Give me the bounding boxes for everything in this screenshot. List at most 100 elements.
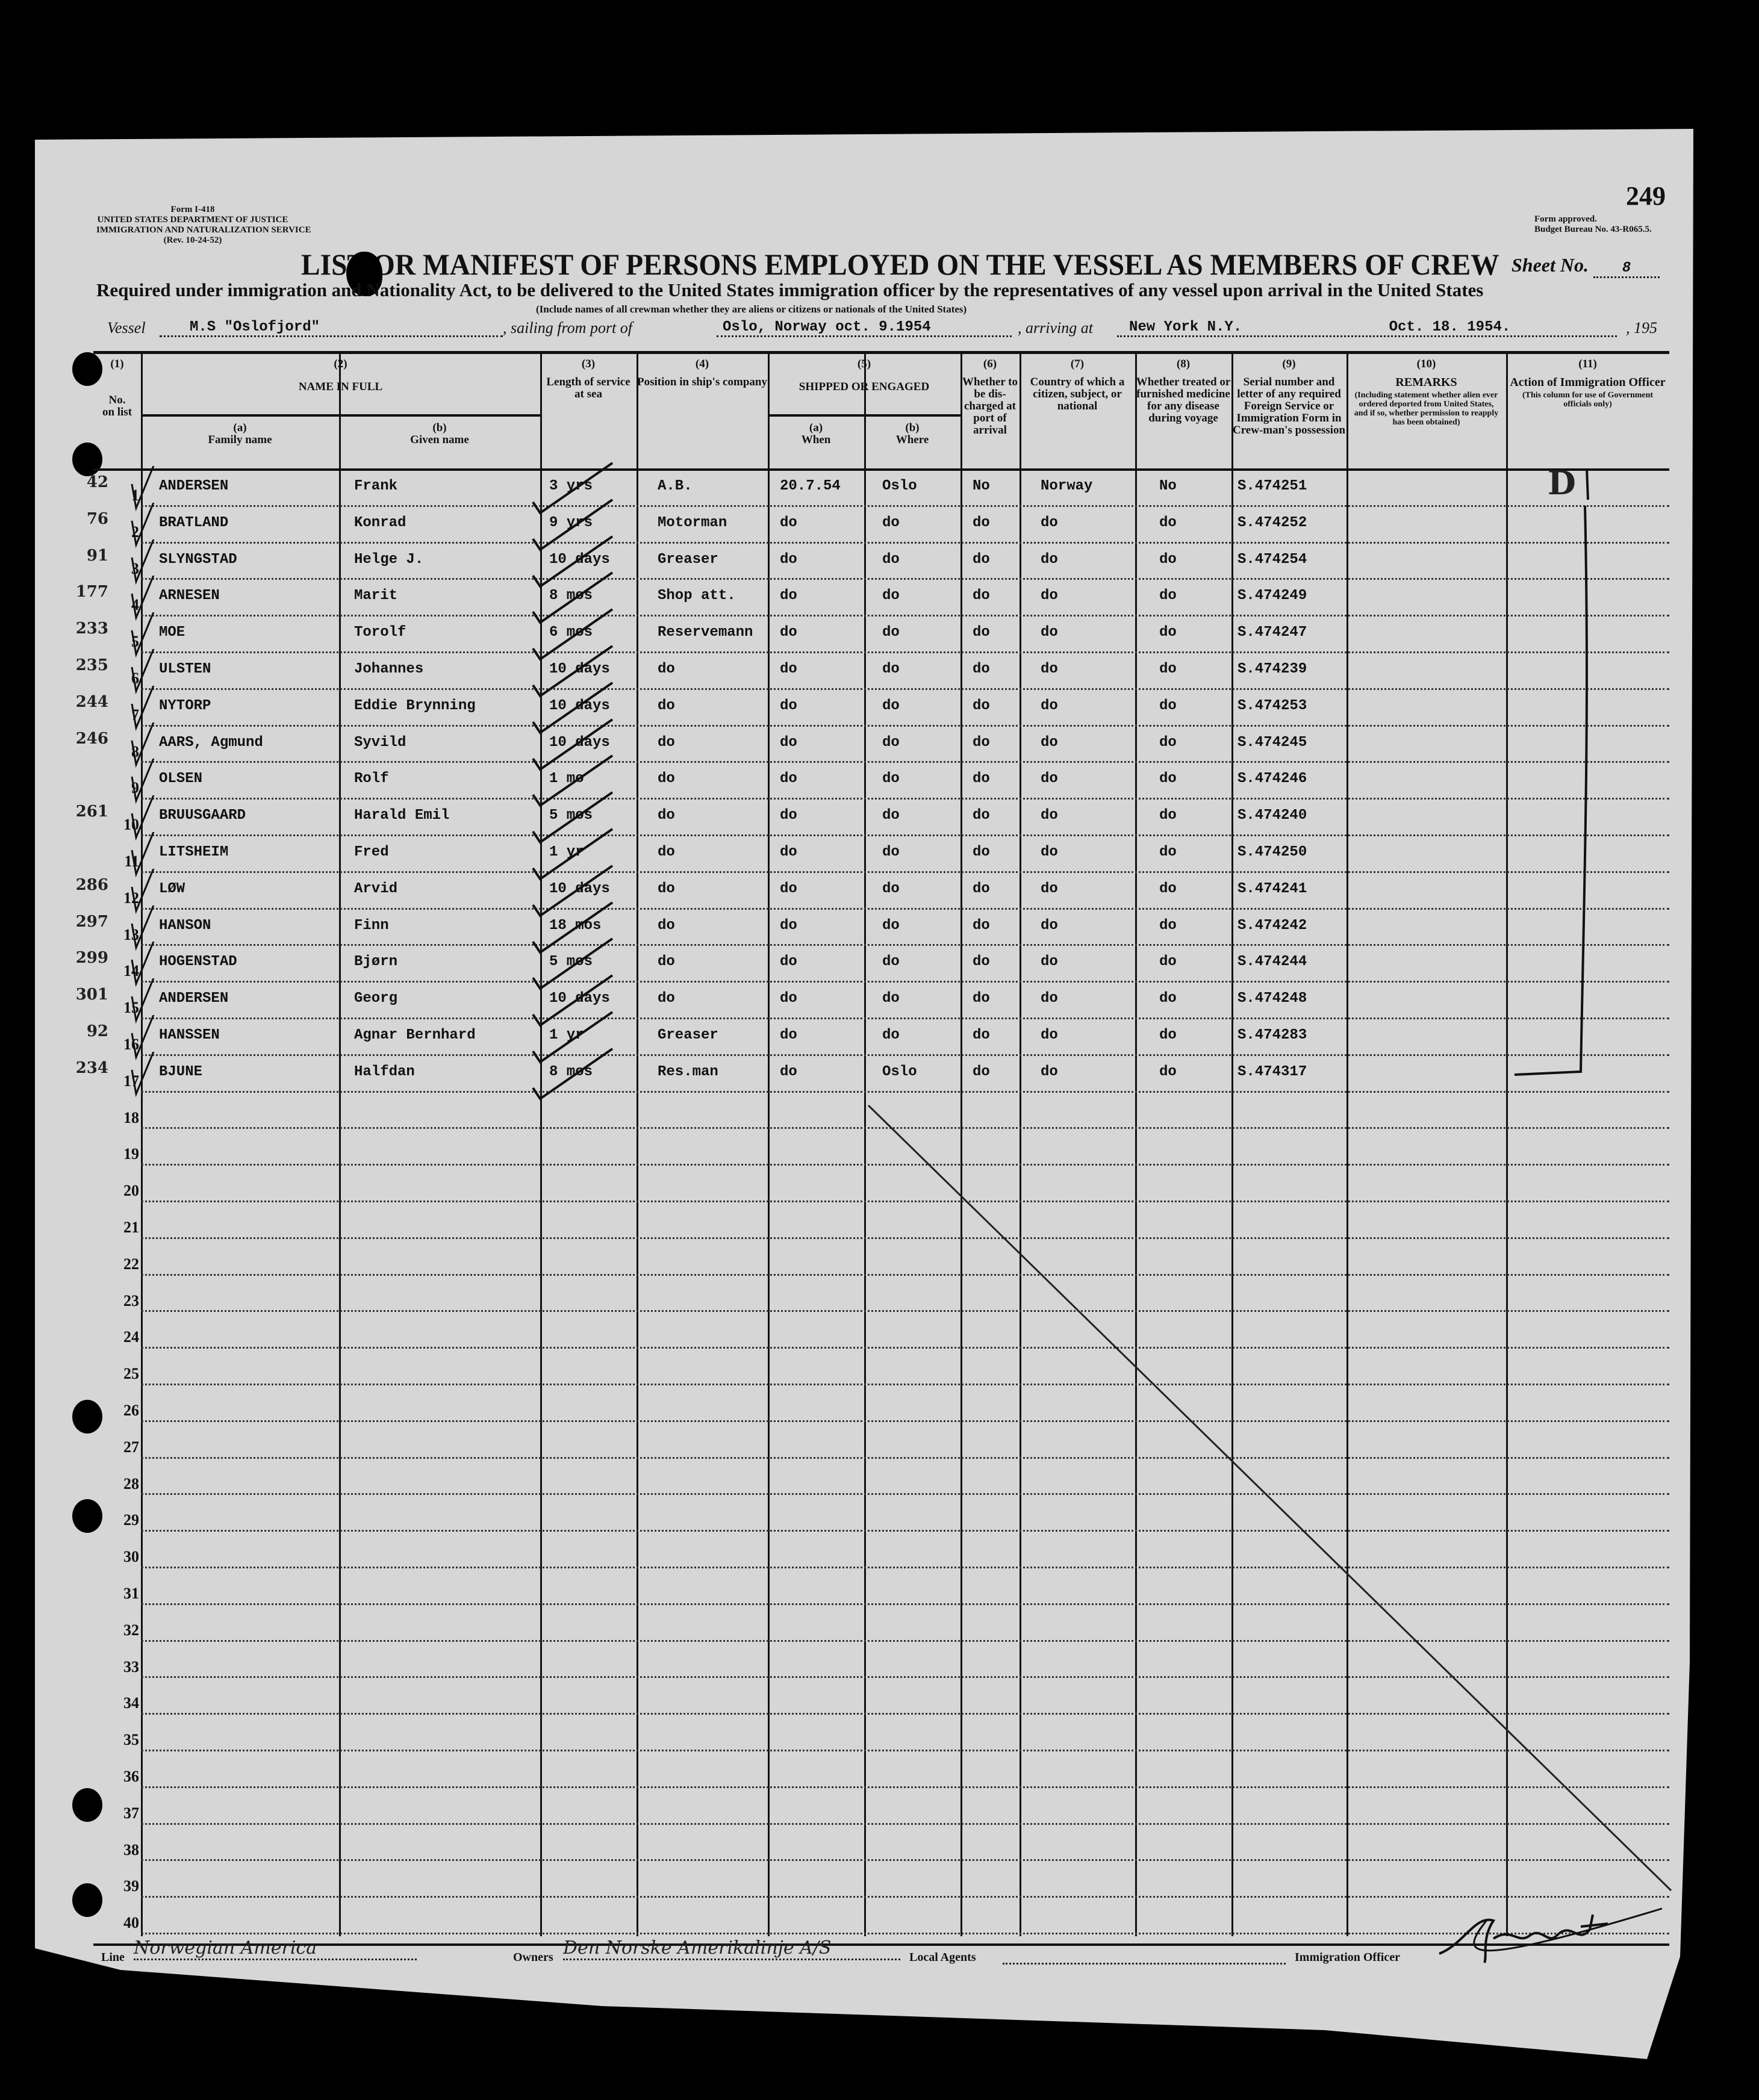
margin-number: 299: [75, 949, 108, 968]
crew-serial: S.474242: [1238, 917, 1307, 934]
row-number: 33: [123, 1657, 139, 1676]
crew-given: Halfdan: [354, 1063, 415, 1080]
crew-serial: S.474239: [1238, 661, 1307, 677]
check-mark-icon: [532, 865, 614, 918]
row-rule: [141, 1310, 1669, 1312]
punch-hole: [72, 1499, 102, 1533]
row-number: 40: [123, 1914, 139, 1932]
form-number: Form I-418: [170, 205, 215, 214]
check-mark-icon: [131, 502, 155, 548]
crew-position: do: [658, 917, 675, 934]
crew-where: do: [882, 661, 900, 677]
crew-given: Eddie Brynning: [354, 697, 476, 714]
column-header-1: (1) No. on list: [93, 358, 141, 418]
subcolumn-header: (b) Where: [864, 422, 960, 446]
crew-serial: S.474247: [1238, 624, 1307, 641]
check-mark-icon: [532, 682, 614, 735]
crew-where: Oslo: [882, 1063, 917, 1080]
crew-discharged: do: [973, 1027, 990, 1043]
row-rule: [141, 1384, 1669, 1385]
crew-when: do: [780, 661, 797, 677]
crew-discharged: No: [973, 478, 990, 494]
crew-where: do: [882, 954, 900, 971]
crew-position: Reservemann: [658, 624, 753, 641]
crew-position: A.B.: [658, 478, 693, 494]
revision: (Rev. 10-24-52): [163, 235, 222, 245]
row-rule: [141, 615, 1669, 617]
row-rule: [141, 578, 1669, 580]
approval-block: Form approved. Budget Bureau No. 43-R065…: [1534, 214, 1652, 235]
crew-serial: S.474254: [1238, 551, 1307, 568]
arriving-city: New York N.Y.: [1129, 319, 1242, 335]
crew-treated: do: [1159, 917, 1177, 934]
row-number: 17: [123, 1072, 139, 1090]
crew-given: Rolf: [354, 771, 389, 788]
crew-serial: S.474250: [1238, 844, 1307, 860]
crew-country: do: [1041, 588, 1058, 604]
row-number: 29: [123, 1511, 139, 1529]
row-rule: [141, 871, 1669, 873]
column-divider: [1346, 351, 1348, 1936]
page-title: LIST OR MANIFEST OF PERSONS EMPLOYED ON …: [301, 247, 1499, 281]
column-number: (1): [110, 358, 124, 370]
row-number: 38: [123, 1841, 139, 1859]
sailing-port: Oslo, Norway oct. 9.1954: [717, 319, 1012, 337]
row-rule: [141, 1456, 1669, 1459]
row-number: 39: [123, 1877, 139, 1895]
row-number: 24: [123, 1328, 139, 1346]
row-number: 14: [123, 962, 139, 980]
row-rule: [141, 541, 1669, 544]
sheet-number: Sheet No. 8: [1511, 254, 1660, 278]
crew-when: do: [780, 807, 797, 824]
crew-family: OLSEN: [159, 771, 203, 788]
crew-position: do: [658, 880, 675, 897]
crew-position: do: [658, 844, 675, 860]
crew-when: do: [780, 990, 797, 1007]
crew-when: do: [780, 588, 797, 604]
crew-serial: S.474249: [1238, 588, 1307, 604]
row-number: 22: [123, 1255, 139, 1273]
crew-family: ANDERSEN: [159, 478, 229, 494]
crew-discharged: do: [973, 624, 990, 641]
row-number: 32: [123, 1621, 139, 1639]
crew-discharged: do: [973, 661, 990, 677]
crew-discharged: do: [973, 551, 990, 568]
crew-position: Greaser: [658, 1027, 718, 1043]
check-mark-icon: [532, 828, 614, 881]
crew-where: do: [882, 514, 900, 531]
crew-position: do: [658, 807, 675, 824]
required-line: Required under immigration and Nationali…: [96, 279, 1484, 300]
crew-family: NYTORP: [159, 697, 211, 714]
column-label: Action of Immigration Officer: [1510, 376, 1666, 389]
crew-family: ARNESEN: [159, 588, 220, 604]
row-rule: [141, 981, 1669, 983]
crew-family: HOGENSTAD: [159, 954, 237, 971]
crew-serial: S.474283: [1238, 1027, 1307, 1043]
check-mark-icon: [532, 1011, 614, 1064]
check-mark-icon: [131, 612, 155, 658]
column-divider: [864, 416, 866, 472]
form-approved: Form approved.: [1534, 214, 1597, 224]
column-number: (10): [1416, 358, 1436, 370]
row-number: 12: [123, 889, 139, 907]
row-number: 26: [123, 1402, 139, 1419]
owners-label: Owners: [513, 1951, 553, 1964]
action-mark: D: [1548, 464, 1576, 502]
column-number: (7): [1070, 358, 1085, 370]
crew-family: SLYNGSTAD: [159, 551, 237, 568]
crew-position: do: [658, 734, 675, 751]
row-rule: [141, 688, 1669, 690]
check-mark-icon: [131, 978, 155, 1024]
column-label: Country of which a citizen, subject, or …: [1030, 376, 1125, 412]
crew-discharged: do: [973, 807, 990, 824]
column-note: (This column for use of Government offic…: [1522, 391, 1654, 409]
crew-treated: do: [1159, 954, 1177, 971]
owners-value: Den Norske Amerikalinje A/S: [563, 1937, 900, 1960]
check-mark-icon: [131, 466, 155, 512]
crew-family: ULSTEN: [159, 661, 211, 677]
form-block: Form I-418 UNITED STATES DEPARTMENT OF J…: [96, 205, 311, 246]
crew-where: do: [882, 1027, 900, 1043]
column-label: Whether to be dis-charged at port of arr…: [962, 376, 1018, 436]
bracket-mark: [1514, 505, 1588, 1076]
crew-country: Norway: [1041, 478, 1093, 494]
